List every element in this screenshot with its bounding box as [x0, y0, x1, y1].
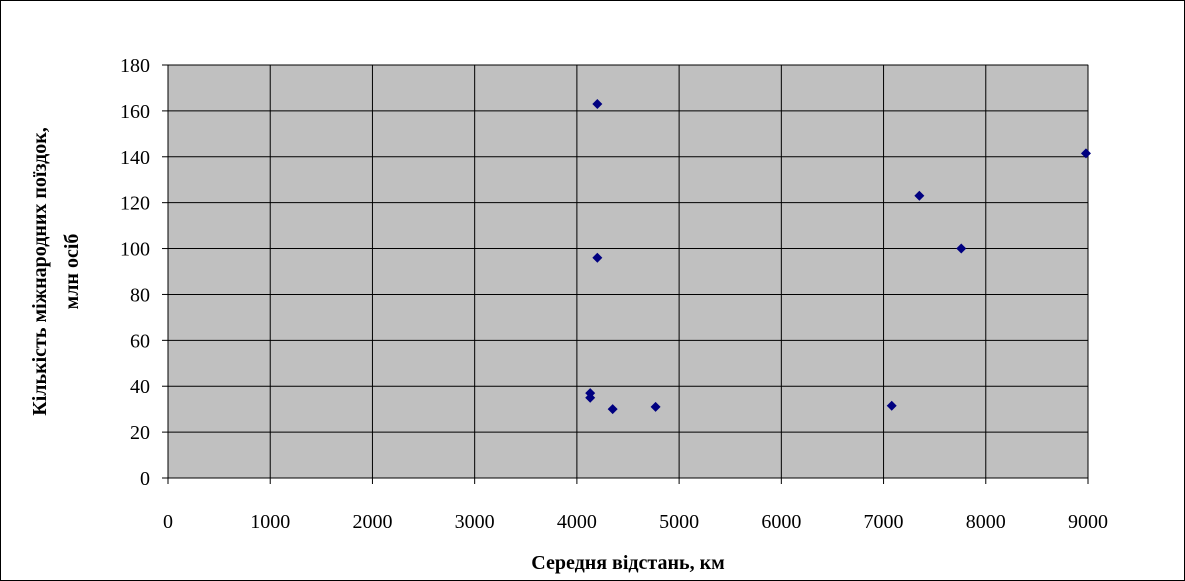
data-point — [914, 190, 925, 201]
y-tick-label: 40 — [130, 376, 150, 398]
data-point — [592, 99, 603, 110]
x-tick-label: 6000 — [761, 511, 801, 533]
data-point — [650, 401, 661, 412]
x-axis-title: Середня відстань, км — [531, 552, 724, 574]
y-axis-title: Кількість міжнародних поїздок, млн осіб — [29, 127, 83, 416]
x-tick-label: 0 — [163, 511, 173, 533]
x-tick-label: 8000 — [966, 511, 1006, 533]
plot-area — [167, 64, 1089, 479]
x-tick-label: 9000 — [1068, 511, 1108, 533]
x-tick-label: 1000 — [250, 511, 290, 533]
data-point — [1080, 148, 1091, 159]
x-tick-label: 2000 — [352, 511, 392, 533]
tick-labels: 0 20 40 60 80 100 120 140 160 180 0 1000 2000 3000 400… — [120, 55, 1108, 533]
x-tick-label: 7000 — [864, 511, 904, 533]
y-tick-label: 20 — [130, 422, 150, 444]
data-points — [585, 99, 1091, 415]
x-tick-label: 3000 — [455, 511, 495, 533]
y-axis-title-line-2: млн осіб — [61, 234, 83, 310]
x-tick-label: 5000 — [659, 511, 699, 533]
x-tick-label: 4000 — [557, 511, 597, 533]
y-tick-label: 60 — [130, 330, 150, 352]
y-tick-label: 140 — [120, 147, 150, 169]
data-point — [956, 243, 967, 254]
data-point — [607, 404, 618, 415]
y-tick-label: 0 — [140, 468, 150, 490]
y-tick-label: 160 — [120, 101, 150, 123]
gridlines — [168, 64, 1089, 478]
y-tick-label: 80 — [130, 284, 150, 306]
y-axis-title-line-1: Кількість міжнародних поїздок, — [29, 127, 51, 416]
data-point — [585, 392, 596, 403]
axes — [162, 64, 1089, 484]
y-tick-label: 100 — [120, 239, 150, 261]
y-tick-label: 120 — [120, 193, 150, 215]
data-point — [886, 400, 897, 411]
y-tick-label: 180 — [120, 55, 150, 77]
data-point — [592, 252, 603, 263]
